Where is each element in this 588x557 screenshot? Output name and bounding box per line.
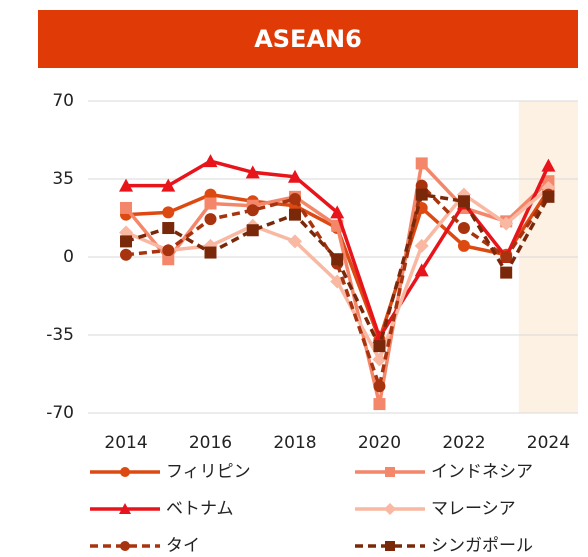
marker (500, 266, 513, 279)
x-tick-label: 2020 (358, 433, 401, 453)
marker (119, 178, 134, 192)
legend-label: ベトナム (166, 499, 234, 519)
marker (246, 204, 259, 217)
marker (120, 235, 133, 248)
marker (162, 206, 175, 219)
marker (372, 330, 387, 344)
y-tick-label: -35 (46, 325, 74, 345)
marker (373, 398, 386, 411)
y-tick-label: -70 (46, 403, 74, 423)
y-tick-label: 35 (52, 169, 74, 189)
marker (246, 224, 259, 237)
legend-label: インドネシア (431, 462, 533, 482)
marker (162, 244, 175, 257)
x-tick-label: 2016 (189, 433, 232, 453)
legend-marker (385, 541, 395, 551)
marker (415, 188, 428, 201)
chart-title: ASEAN6 (254, 25, 362, 53)
marker (162, 222, 175, 235)
x-tick-label: 2014 (104, 433, 147, 453)
marker (500, 251, 513, 263)
marker (288, 193, 301, 206)
marker (415, 157, 428, 170)
legend-label: シンガポール (431, 536, 533, 556)
marker (499, 216, 514, 231)
marker (203, 154, 218, 168)
legend-marker (384, 503, 396, 515)
marker (162, 253, 175, 266)
legend-label: フィリピン (166, 462, 251, 482)
marker (457, 195, 470, 208)
marker (120, 201, 133, 214)
marker (331, 253, 344, 266)
marker (161, 178, 176, 192)
y-tick-label: 70 (52, 91, 74, 111)
title-banner (38, 10, 578, 68)
x-tick-label: 2024 (527, 433, 570, 453)
marker (373, 340, 386, 353)
legend-marker (120, 541, 130, 551)
marker (541, 158, 556, 172)
marker (330, 205, 345, 219)
legend-marker (120, 467, 130, 477)
x-tick-label: 2022 (442, 433, 485, 453)
marker (204, 246, 217, 259)
marker (414, 238, 429, 253)
marker (204, 197, 217, 210)
marker (414, 263, 429, 277)
marker (204, 213, 217, 226)
x-tick-label: 2018 (273, 433, 316, 453)
marker (287, 234, 302, 249)
marker (372, 352, 387, 367)
y-tick-label: 0 (63, 247, 74, 267)
marker (288, 208, 301, 221)
marker (287, 169, 302, 183)
legend-marker (119, 503, 131, 514)
series-line (125, 182, 550, 393)
marker (542, 190, 555, 203)
marker (457, 222, 470, 235)
marker (245, 165, 260, 179)
marker (373, 380, 386, 393)
legend-label: マレーシア (431, 499, 516, 519)
marker (457, 239, 470, 252)
legend-marker (385, 467, 395, 477)
legend-label: タイ (166, 536, 200, 556)
marker (120, 248, 133, 261)
